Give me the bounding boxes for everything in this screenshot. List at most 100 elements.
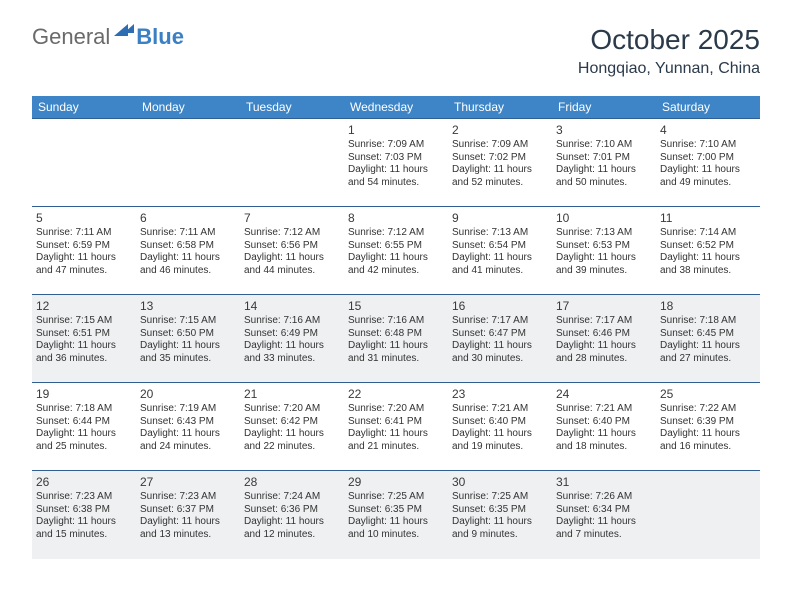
brand-triangle-icon [112,24,134,50]
day-number: 16 [452,299,548,313]
calendar-day-cell: 21 Sunrise: 7:20 AMSunset: 6:42 PMDayligh… [240,383,344,471]
header: General Blue October 2025 Hongqiao, Yunn… [32,24,760,78]
day-info: Sunrise: 7:09 AMSunset: 7:02 PMDaylight:… [452,139,548,189]
calendar-day-cell: 5 Sunrise: 7:11 AMSunset: 6:59 PMDaylight… [32,207,136,295]
brand-part1: General [32,24,110,50]
day-info: Sunrise: 7:11 AMSunset: 6:59 PMDaylight:… [36,227,132,277]
day-info: Sunrise: 7:10 AMSunset: 7:00 PMDaylight:… [660,139,756,189]
calendar-day-cell: 17 Sunrise: 7:17 AMSunset: 6:46 PMDayligh… [552,295,656,383]
day-number: 1 [348,123,444,137]
day-info: Sunrise: 7:25 AMSunset: 6:35 PMDaylight:… [348,491,444,541]
location: Hongqiao, Yunnan, China [578,60,760,78]
day-info: Sunrise: 7:20 AMSunset: 6:41 PMDaylight:… [348,403,444,453]
day-number: 6 [140,211,236,225]
day-info: Sunrise: 7:23 AMSunset: 6:37 PMDaylight:… [140,491,236,541]
day-info: Sunrise: 7:11 AMSunset: 6:58 PMDaylight:… [140,227,236,277]
day-info: Sunrise: 7:10 AMSunset: 7:01 PMDaylight:… [556,139,652,189]
day-number: 3 [556,123,652,137]
calendar-day-cell: 29 Sunrise: 7:25 AMSunset: 6:35 PMDayligh… [344,471,448,559]
day-number: 24 [556,387,652,401]
calendar-day-cell: 13 Sunrise: 7:15 AMSunset: 6:50 PMDayligh… [136,295,240,383]
day-number: 18 [660,299,756,313]
calendar-day-cell: 24Sunrise: 7:21 AMSunset: 6:40 PMDayligh… [552,383,656,471]
calendar-day-cell: 6 Sunrise: 7:11 AMSunset: 6:58 PMDaylight… [136,207,240,295]
day-info: Sunrise: 7:22 AMSunset: 6:39 PMDaylight:… [660,403,756,453]
day-number: 4 [660,123,756,137]
calendar-day-cell: 7 Sunrise: 7:12 AMSunset: 6:56 PMDaylight… [240,207,344,295]
calendar-day-cell: 28 Sunrise: 7:24 AMSunset: 6:36 PMDayligh… [240,471,344,559]
day-number: 27 [140,475,236,489]
calendar-day-cell: 16 Sunrise: 7:17 AMSunset: 6:47 PMDayligh… [448,295,552,383]
day-number: 30 [452,475,548,489]
day-info: Sunrise: 7:25 AMSunset: 6:35 PMDaylight:… [452,491,548,541]
day-number: 5 [36,211,132,225]
day-info: Sunrise: 7:13 AMSunset: 6:53 PMDaylight:… [556,227,652,277]
calendar-day-cell [136,119,240,207]
day-info: Sunrise: 7:12 AMSunset: 6:55 PMDaylight:… [348,227,444,277]
day-number: 13 [140,299,236,313]
day-number: 2 [452,123,548,137]
calendar-day-cell: 30 Sunrise: 7:25 AMSunset: 6:35 PMDayligh… [448,471,552,559]
day-number: 31 [556,475,652,489]
day-number: 26 [36,475,132,489]
day-number: 7 [244,211,340,225]
day-info: Sunrise: 7:15 AMSunset: 6:50 PMDaylight:… [140,315,236,365]
calendar-day-cell: 26 Sunrise: 7:23 AMSunset: 6:38 PMDayligh… [32,471,136,559]
day-info: Sunrise: 7:16 AMSunset: 6:49 PMDaylight:… [244,315,340,365]
calendar-table: SundayMondayTuesdayWednesdayThursdayFrid… [32,96,760,559]
day-number: 14 [244,299,340,313]
calendar-week-row: 5 Sunrise: 7:11 AMSunset: 6:59 PMDaylight… [32,207,760,295]
calendar-day-cell: 27 Sunrise: 7:23 AMSunset: 6:37 PMDayligh… [136,471,240,559]
day-info: Sunrise: 7:26 AMSunset: 6:34 PMDaylight:… [556,491,652,541]
day-number: 11 [660,211,756,225]
day-info: Sunrise: 7:12 AMSunset: 6:56 PMDaylight:… [244,227,340,277]
day-info: Sunrise: 7:23 AMSunset: 6:38 PMDaylight:… [36,491,132,541]
brand-logo: General Blue [32,24,184,50]
calendar-day-cell [656,471,760,559]
day-number: 10 [556,211,652,225]
day-number: 29 [348,475,444,489]
day-number: 19 [36,387,132,401]
calendar-week-row: 26 Sunrise: 7:23 AMSunset: 6:38 PMDayligh… [32,471,760,559]
day-number: 20 [140,387,236,401]
day-number: 8 [348,211,444,225]
weekday-header: Monday [136,96,240,119]
calendar-day-cell: 20 Sunrise: 7:19 AMSunset: 6:43 PMDayligh… [136,383,240,471]
calendar-day-cell: 15 Sunrise: 7:16 AMSunset: 6:48 PMDayligh… [344,295,448,383]
day-info: Sunrise: 7:17 AMSunset: 6:46 PMDaylight:… [556,315,652,365]
day-number: 15 [348,299,444,313]
day-number: 9 [452,211,548,225]
day-info: Sunrise: 7:21 AMSunset: 6:40 PMDaylight:… [452,403,548,453]
day-info: Sunrise: 7:20 AMSunset: 6:42 PMDaylight:… [244,403,340,453]
calendar-day-cell: 10 Sunrise: 7:13 AMSunset: 6:53 PMDayligh… [552,207,656,295]
weekday-header: Friday [552,96,656,119]
calendar-day-cell: 8 Sunrise: 7:12 AMSunset: 6:55 PMDaylight… [344,207,448,295]
day-number: 23 [452,387,548,401]
day-info: Sunrise: 7:24 AMSunset: 6:36 PMDaylight:… [244,491,340,541]
day-info: Sunrise: 7:18 AMSunset: 6:44 PMDaylight:… [36,403,132,453]
day-info: Sunrise: 7:15 AMSunset: 6:51 PMDaylight:… [36,315,132,365]
brand-part2: Blue [136,24,184,50]
day-number: 28 [244,475,340,489]
day-info: Sunrise: 7:17 AMSunset: 6:47 PMDaylight:… [452,315,548,365]
day-info: Sunrise: 7:19 AMSunset: 6:43 PMDaylight:… [140,403,236,453]
calendar-day-cell: 9 Sunrise: 7:13 AMSunset: 6:54 PMDaylight… [448,207,552,295]
day-info: Sunrise: 7:16 AMSunset: 6:48 PMDaylight:… [348,315,444,365]
day-info: Sunrise: 7:09 AMSunset: 7:03 PMDaylight:… [348,139,444,189]
month-title: October 2025 [578,24,760,56]
calendar-day-cell: 31 Sunrise: 7:26 AMSunset: 6:34 PMDayligh… [552,471,656,559]
calendar-day-cell: 2 Sunrise: 7:09 AMSunset: 7:02 PMDaylight… [448,119,552,207]
day-number: 21 [244,387,340,401]
day-number: 22 [348,387,444,401]
day-number: 25 [660,387,756,401]
calendar-day-cell: 1 Sunrise: 7:09 AMSunset: 7:03 PMDaylight… [344,119,448,207]
calendar-day-cell: 23 Sunrise: 7:21 AMSunset: 6:40 PMDayligh… [448,383,552,471]
title-block: October 2025 Hongqiao, Yunnan, China [578,24,760,78]
day-info: Sunrise: 7:14 AMSunset: 6:52 PMDaylight:… [660,227,756,277]
day-info: Sunrise: 7:18 AMSunset: 6:45 PMDaylight:… [660,315,756,365]
calendar-day-cell: 12Sunrise: 7:15 AMSunset: 6:51 PMDayligh… [32,295,136,383]
calendar-week-row: 12Sunrise: 7:15 AMSunset: 6:51 PMDayligh… [32,295,760,383]
day-info: Sunrise: 7:13 AMSunset: 6:54 PMDaylight:… [452,227,548,277]
day-number: 17 [556,299,652,313]
calendar-day-cell: 14 Sunrise: 7:16 AMSunset: 6:49 PMDayligh… [240,295,344,383]
